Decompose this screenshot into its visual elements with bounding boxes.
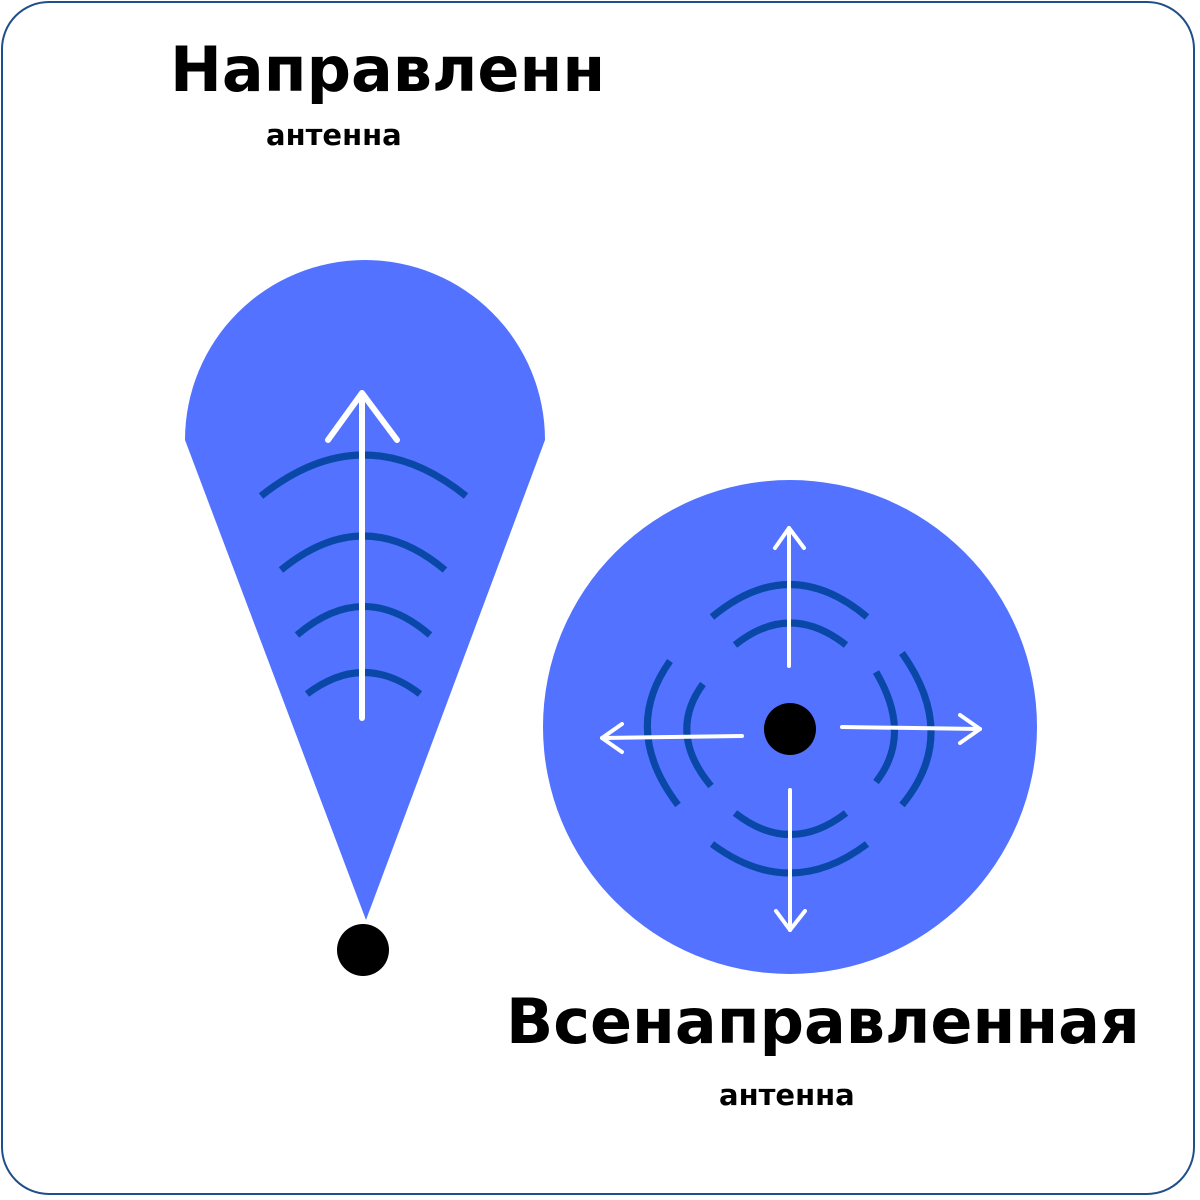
- omnidirectional-antenna-point: [764, 703, 816, 755]
- omnidirectional-antenna-subtitle: антенна: [719, 1078, 855, 1112]
- omni-left-wave-inner: [683, 681, 714, 789]
- directional-antenna-title: Направленн: [170, 33, 606, 106]
- omni-left-wave-outer: [643, 658, 681, 808]
- omni-arrow-down-head: [774, 909, 807, 932]
- omni-arrow-left-head: [600, 722, 624, 754]
- directional-antenna-graphic: [185, 260, 545, 976]
- omnidirectional-antenna-title: Всенаправленная: [506, 985, 1140, 1058]
- omni-right-wave-outer: [899, 650, 935, 808]
- directional-antenna-point: [337, 924, 389, 976]
- omni-arrow-right-shaft: [840, 725, 982, 731]
- omni-right-wave-inner: [872, 670, 898, 785]
- omni-arrow-up-head: [773, 526, 806, 550]
- omni-arrow-left-shaft: [600, 734, 744, 740]
- omni-arrow-right-head: [958, 713, 982, 745]
- omnidirectional-antenna-graphic: [543, 480, 1037, 974]
- directional-antenna-subtitle: антенна: [266, 118, 402, 152]
- directional-arrow-head: [325, 390, 400, 443]
